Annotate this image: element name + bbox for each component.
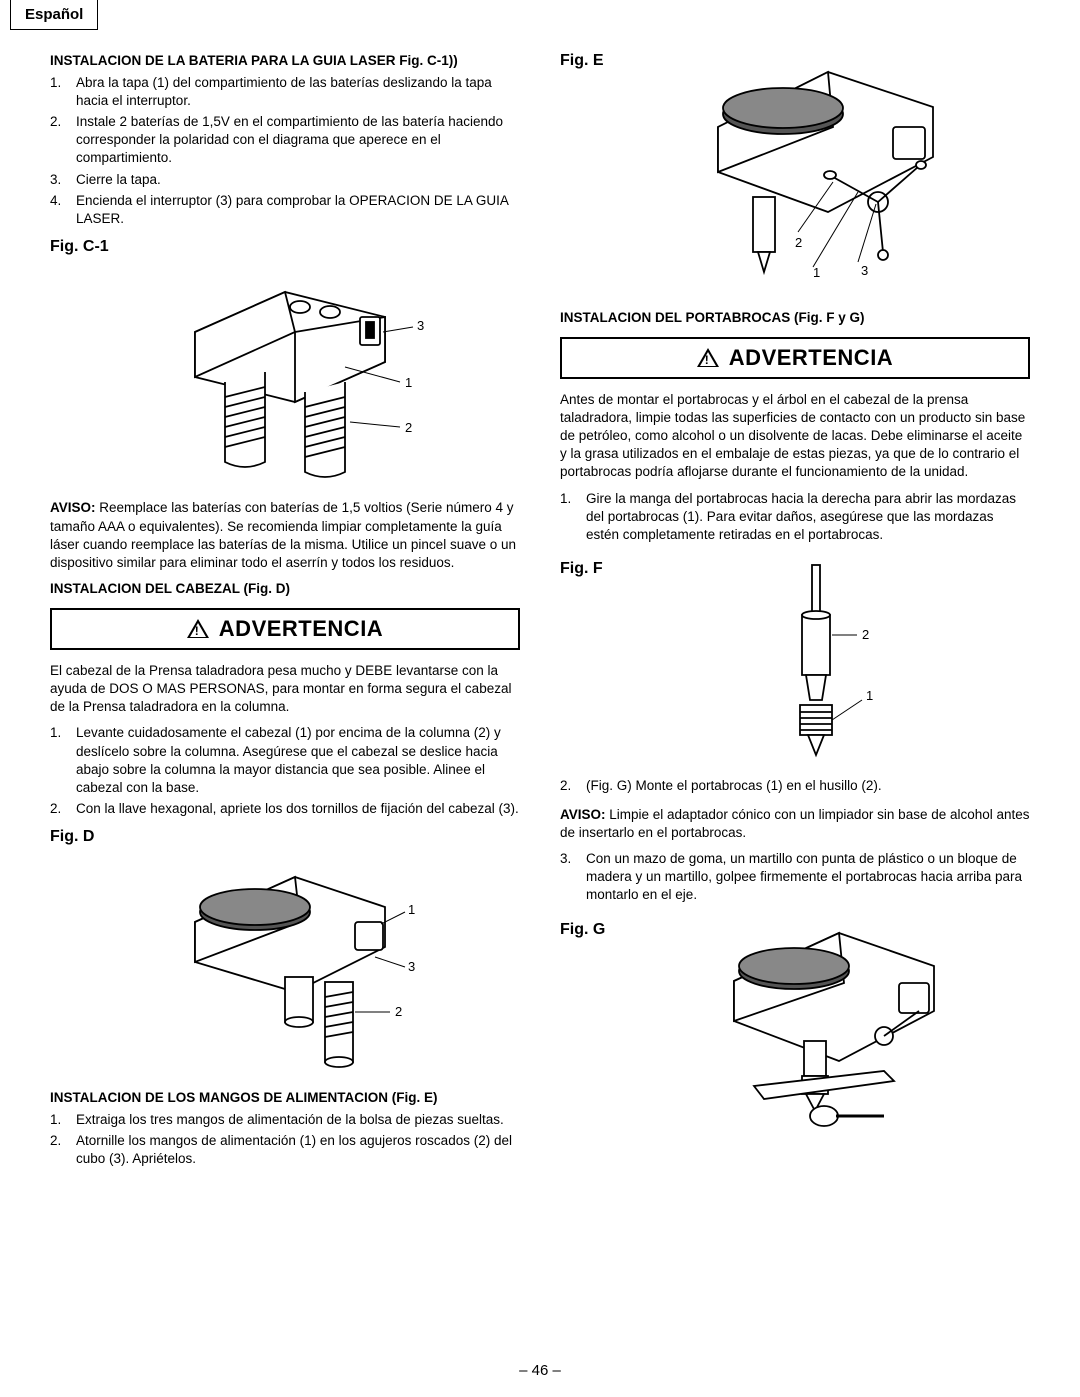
figure-g	[617, 921, 1030, 1136]
figure-e: 1 2 3	[616, 52, 1030, 297]
chuck-steps-2: 2.(Fig. G) Monte el portabrocas (1) en e…	[560, 777, 1030, 795]
svg-text:3: 3	[861, 263, 868, 278]
list-item: 1.Extraiga los tres mangos de alimentaci…	[50, 1111, 520, 1129]
figure-d: 1 3 2	[50, 852, 520, 1077]
battery-section-title: INSTALACION DE LA BATERIA PARA LA GUIA L…	[50, 52, 520, 70]
chuck-section-title: INSTALACION DEL PORTABROCAS (Fig. F y G)	[560, 309, 1030, 327]
svg-text:2: 2	[795, 235, 802, 250]
list-item: 2.(Fig. G) Monte el portabrocas (1) en e…	[560, 777, 1030, 795]
svg-text:3: 3	[417, 318, 424, 333]
drill-head-icon: 3 1 2	[135, 262, 435, 482]
handles-section-title: INSTALACION DE LOS MANGOS DE ALIMENTACIO…	[50, 1089, 520, 1107]
head-steps: 1.Levante cuidadosamente el cabezal (1) …	[50, 724, 520, 818]
warning-label: ADVERTENCIA	[729, 345, 893, 371]
page-number: – 46 –	[0, 1362, 1080, 1379]
list-item: 3.Con un mazo de goma, un martillo con p…	[560, 850, 1030, 905]
chuck-steps-3: 3.Con un mazo de goma, un martillo con p…	[560, 850, 1030, 905]
battery-aviso: AVISO: Reemplace las baterías con baterí…	[50, 499, 520, 572]
svg-text:1: 1	[405, 375, 412, 390]
head-warn-body: El cabezal de la Prensa taladradora pesa…	[50, 662, 520, 717]
warning-label: ADVERTENCIA	[219, 616, 383, 642]
warning-box: ! ADVERTENCIA	[560, 337, 1030, 379]
svg-text:1: 1	[408, 902, 415, 917]
head-section-title: INSTALACION DEL CABEZAL (Fig. D)	[50, 580, 520, 598]
drill-head-column-icon: 1 3 2	[155, 852, 415, 1072]
drill-handles-icon: 1 2 3	[683, 52, 963, 292]
list-item: 4.Encienda el interruptor (3) para compr…	[50, 192, 520, 228]
fig-d-label: Fig. D	[50, 828, 520, 846]
svg-text:2: 2	[395, 1004, 402, 1019]
warning-triangle-icon: !	[187, 619, 209, 638]
language-tab: Español	[10, 0, 98, 30]
chuck-aviso: AVISO: Limpie el adaptador cónico con un…	[560, 806, 1030, 842]
warning-triangle-icon: !	[697, 348, 719, 367]
battery-steps: 1.Abra la tapa (1) del compartimiento de…	[50, 74, 520, 229]
left-column: INSTALACION DE LA BATERIA PARA LA GUIA L…	[50, 52, 520, 1179]
two-column-layout: INSTALACION DE LA BATERIA PARA LA GUIA L…	[50, 52, 1030, 1179]
fig-g-label: Fig. G	[560, 921, 605, 939]
right-column: Fig. E	[560, 52, 1030, 1179]
fig-f-label: Fig. F	[560, 560, 603, 578]
svg-text:1: 1	[813, 265, 820, 280]
drill-chuck-mallet-icon	[694, 921, 954, 1131]
figure-f: 2 1	[615, 560, 1030, 765]
svg-text:2: 2	[862, 627, 869, 642]
svg-text:3: 3	[408, 959, 415, 974]
chuck-spindle-icon: 2 1	[742, 560, 902, 760]
list-item: 1.Levante cuidadosamente el cabezal (1) …	[50, 724, 520, 797]
chuck-warn-body: Antes de montar el portabrocas y el árbo…	[560, 391, 1030, 482]
svg-text:1: 1	[866, 688, 873, 703]
figure-c1: 3 1 2	[50, 262, 520, 487]
list-item: 3.Cierre la tapa.	[50, 171, 520, 189]
list-item: 2.Atornille los mangos de alimentación (…	[50, 1132, 520, 1168]
list-item: 2.Con la llave hexagonal, apriete los do…	[50, 800, 520, 818]
svg-text:2: 2	[405, 420, 412, 435]
fig-e-label: Fig. E	[560, 52, 604, 70]
warning-box: ! ADVERTENCIA	[50, 608, 520, 650]
list-item: 1.Gire la manga del portabrocas hacia la…	[560, 490, 1030, 545]
fig-c1-label: Fig. C-1	[50, 238, 520, 256]
handles-steps: 1.Extraiga los tres mangos de alimentaci…	[50, 1111, 520, 1169]
chuck-steps-1: 1.Gire la manga del portabrocas hacia la…	[560, 490, 1030, 545]
list-item: 2.Instale 2 baterías de 1,5V en el compa…	[50, 113, 520, 168]
list-item: 1.Abra la tapa (1) del compartimiento de…	[50, 74, 520, 110]
